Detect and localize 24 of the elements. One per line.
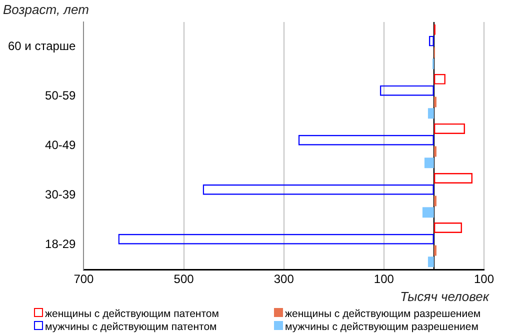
- bar: [428, 108, 434, 119]
- x-tick-label: 100: [474, 272, 494, 286]
- legend-label: женщины с действующим патентом: [44, 308, 220, 321]
- x-tick-label: 700: [74, 272, 94, 286]
- x-axis-title: Тысяч человек: [400, 289, 489, 304]
- bar: [434, 96, 436, 108]
- y-tick-label: 50-59: [45, 88, 76, 103]
- x-tick-label: 100: [374, 272, 394, 286]
- y-axis-title: Возраст, лет: [3, 2, 89, 17]
- bar: [422, 207, 434, 218]
- y-tick-label: 60 и старше: [8, 39, 76, 54]
- x-tick-label: 300: [274, 272, 294, 286]
- y-tick-label: 40-49: [45, 138, 76, 152]
- legend-label: мужчины с действующим патентом: [44, 321, 218, 334]
- bar: [434, 245, 436, 256]
- bar: [434, 196, 436, 206]
- bar: [428, 256, 434, 268]
- bar: [434, 146, 436, 157]
- legend-label: женщины с действующим разрешением: [284, 308, 482, 321]
- x-tick-label: 500: [174, 272, 194, 286]
- y-tick-label: 18-29: [45, 237, 76, 252]
- legend-label: мужчины с действующим разрешением: [284, 321, 480, 334]
- bar: [424, 158, 434, 168]
- y-tick-label: 30-39: [45, 188, 76, 202]
